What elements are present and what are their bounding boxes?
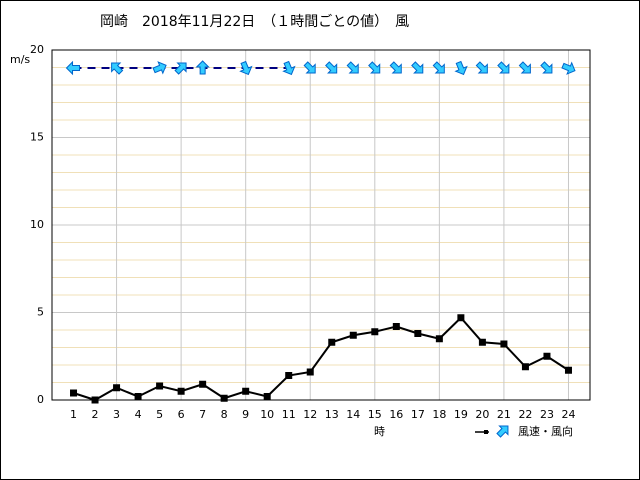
x-tick-label: 1 [70, 408, 77, 421]
x-tick-label: 10 [260, 408, 274, 421]
x-tick-label: 14 [346, 408, 360, 421]
plot-border [51, 49, 591, 401]
wind-arrow [282, 60, 296, 76]
x-tick-label: 7 [199, 408, 206, 421]
x-tick-label: 5 [156, 408, 163, 421]
wind-arrow [432, 61, 445, 74]
data-point [328, 338, 336, 346]
wind-arrow [540, 61, 553, 74]
x-tick-label: 4 [135, 408, 142, 421]
data-point [371, 328, 379, 336]
data-point [392, 323, 400, 330]
x-tick-label: 12 [303, 408, 317, 421]
data-point [220, 394, 228, 402]
chart-title: 岡崎 2018年11月22日 （１時間ごとの値） 風 [100, 14, 409, 30]
grid [51, 49, 591, 401]
y-tick-label: 15 [30, 131, 44, 144]
legend-marker [484, 430, 488, 434]
y-tick-label: 5 [37, 306, 44, 319]
wind-arrow [303, 61, 316, 74]
wind-arrow [346, 61, 359, 74]
data-point [134, 393, 142, 400]
x-tick-label: 17 [411, 408, 425, 421]
x-tick-label: 22 [518, 408, 532, 421]
data-point [543, 352, 551, 360]
x-tick-label: 15 [368, 408, 382, 421]
x-tick-label: 21 [497, 408, 511, 421]
x-tick-label: 3 [113, 408, 120, 421]
wind-arrow [389, 61, 402, 74]
data-point [199, 380, 207, 388]
x-tick-label: 6 [178, 408, 185, 421]
data-point [156, 382, 164, 390]
data-point [285, 372, 293, 379]
x-tick-label: 23 [540, 408, 554, 421]
x-tick-label: 20 [475, 408, 489, 421]
data-point [521, 363, 529, 371]
y-axis-label: m/s [10, 53, 30, 66]
wind-arrow [111, 62, 124, 75]
series-line [73, 316, 570, 402]
x-tick-label: 16 [389, 408, 403, 421]
data-point [91, 396, 99, 404]
x-axis-label: 時 [374, 425, 385, 438]
data-point [457, 314, 465, 322]
data-point [70, 389, 78, 397]
wind-arrow [195, 60, 210, 75]
wind-arrow [65, 60, 81, 76]
wind-arrow [152, 61, 167, 75]
x-tick-label: 24 [561, 408, 575, 421]
x-tick-label: 18 [432, 408, 446, 421]
wind-arrow [239, 60, 253, 76]
x-tick-label: 19 [454, 408, 468, 421]
y-tick-label: 10 [30, 218, 44, 231]
data-point [113, 384, 121, 392]
wind-arrow [174, 62, 187, 75]
data-point [435, 335, 443, 343]
y-tick-label: 20 [30, 43, 44, 56]
data-point [564, 366, 572, 374]
wind-arrow [411, 61, 424, 74]
wind-arrow [561, 61, 576, 75]
wind-arrow [497, 61, 510, 74]
data-point [242, 387, 250, 395]
data-point [478, 338, 486, 346]
data-point [414, 330, 422, 337]
data-point [306, 368, 314, 376]
wind-arrow [518, 61, 531, 74]
x-tick-label: 2 [92, 408, 99, 421]
wind-arrow [368, 61, 381, 74]
wind-arrow [325, 61, 338, 74]
data-point [500, 340, 508, 348]
wind-arrow [475, 61, 488, 74]
x-tick-label: 9 [242, 408, 249, 421]
legend-arrow [496, 425, 509, 438]
data-point [349, 331, 357, 339]
x-tick-label: 8 [221, 408, 228, 421]
y-tick-label: 0 [37, 393, 44, 406]
data-point [177, 387, 185, 395]
data-point [263, 393, 271, 400]
legend: 風速・風向 [475, 424, 573, 438]
wind-arrow [454, 60, 468, 76]
x-tick-label: 11 [282, 408, 296, 421]
x-tick-label: 13 [325, 408, 339, 421]
legend-label: 風速・風向 [518, 424, 573, 438]
